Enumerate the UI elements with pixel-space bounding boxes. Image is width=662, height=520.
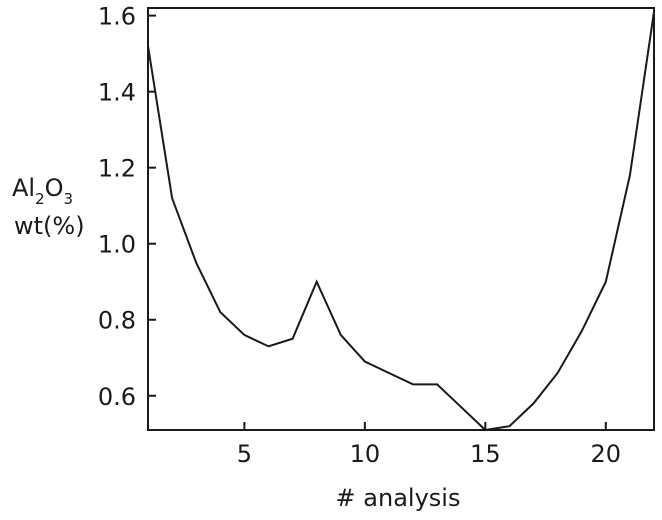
data-point (148, 46, 149, 47)
y-title-sub-2: 2 (35, 190, 45, 208)
y-axis-title-line2: wt(%) (14, 212, 85, 240)
data-point (413, 384, 414, 385)
data-point (629, 175, 630, 176)
data-point (364, 361, 365, 362)
x-tick-label: 20 (591, 440, 622, 468)
y-axis-title-line1: Al2O3 (12, 174, 73, 208)
series-line (147, 11, 655, 432)
y-title-al: Al (12, 174, 35, 202)
data-point (654, 11, 655, 12)
data-point (485, 430, 486, 431)
y-tick-label: 0.6 (98, 383, 136, 411)
y-tick-label: 0.8 (98, 307, 136, 335)
data-point (461, 407, 462, 408)
data-point (316, 281, 317, 282)
data-point (581, 331, 582, 332)
data-point (340, 334, 341, 335)
data-point (533, 403, 534, 404)
tick-labels: 5 10 15 20 0.6 0.8 1.0 1.2 1.4 1.6 (98, 3, 621, 468)
data-point (509, 426, 510, 427)
data-point (557, 372, 558, 373)
x-tick-label: 15 (470, 440, 501, 468)
data-point (292, 338, 293, 339)
data-point (437, 384, 438, 385)
y-tick-label: 1.6 (98, 3, 136, 31)
x-tick-label: 5 (237, 440, 252, 468)
data-point (220, 312, 221, 313)
data-point (268, 346, 269, 347)
data-point (605, 281, 606, 282)
plot-frame (147, 7, 655, 431)
data-point (196, 262, 197, 263)
data-point (388, 372, 389, 373)
axes (147, 7, 655, 431)
y-tick-label: 1.2 (98, 155, 136, 183)
y-title-sub-3: 3 (64, 190, 74, 208)
y-tick-label: 1.0 (98, 231, 136, 259)
x-tick-label: 10 (350, 440, 381, 468)
data-point (172, 198, 173, 199)
data-marks (147, 11, 655, 432)
data-point (244, 334, 245, 335)
x-axis-title: # analysis (336, 484, 461, 512)
y-tick-label: 1.4 (98, 79, 136, 107)
y-title-o: O (45, 174, 64, 202)
